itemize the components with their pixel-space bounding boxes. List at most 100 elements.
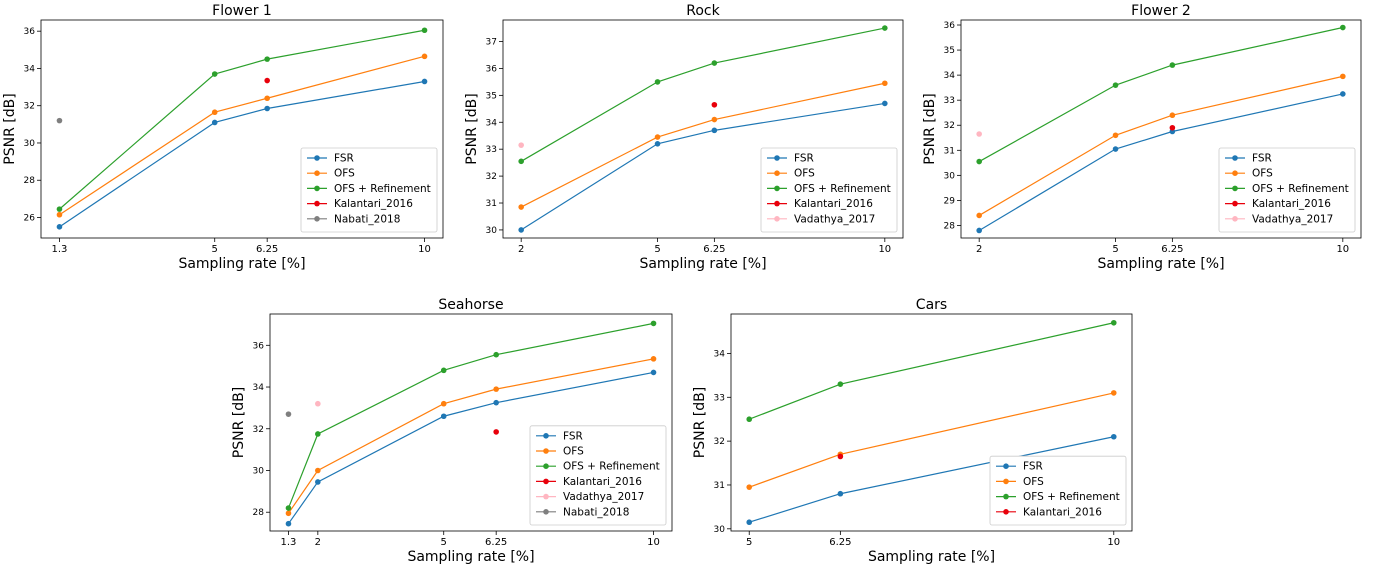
data-point [315,467,321,474]
legend: FSR OFS OFS + Refinement Kalantari_2016 Vada… [529,425,667,526]
x-tick-label: 2 [518,244,524,255]
data-point [1110,390,1117,396]
data-point [976,227,982,234]
y-axis-label: PSNR [dB] [231,387,247,458]
y-tick-label: 37 [486,38,497,48]
chart-panel-rock: Rock 2 5 6.25 10 30 31 32 33 34 35 36 37 Sampling rat… [464,3,904,272]
x-tick-label: 2 [976,244,982,255]
data-point [264,95,270,102]
data-point [1112,146,1119,152]
y-tick-label: 30 [24,139,36,149]
legend-swatch-marker [1232,155,1238,161]
legend-swatch-marker [543,448,549,454]
data-point [493,399,499,406]
series-line [59,55,425,216]
data-point [421,78,428,85]
data-point [1169,62,1176,68]
legend-swatch-marker [774,170,780,176]
x-axis-label: Sampling rate [%] [868,549,995,565]
x-tick-label: 10 [878,244,891,255]
y-axis-label: PSNR [dB] [922,93,938,164]
y-tick-label: 36 [253,341,265,351]
data-point [211,119,218,126]
series-vadathya-2017 [976,131,982,137]
data-point [1340,91,1346,97]
legend-label: OFS + Refinement [1252,183,1349,195]
data-point [1110,319,1117,326]
y-tick-label: 26 [24,214,36,224]
data-point [315,479,321,485]
x-axis-label: Sampling rate [%] [639,256,766,272]
legend-label: Kalantari_2016 [1252,198,1331,210]
data-point [746,484,753,490]
series-nabati-2018 [285,411,292,417]
x-tick-label: 5 [441,537,447,548]
y-axis-label: PSNR [dB] [464,93,480,164]
legend-swatch-marker [1003,509,1009,515]
data-point [518,158,524,165]
data-point [1169,112,1176,119]
series-ofs-refinement [285,320,657,511]
y-tick-label: 32 [486,172,497,182]
legend-swatch-marker [314,200,320,207]
series-vadathya-2017 [518,142,524,148]
legend-item-kalantari-2016: Kalantari_2016 [767,198,873,210]
legend-box [989,455,1127,526]
y-tick-label: 33 [486,145,497,155]
series-kalantari-2016 [837,453,844,460]
legend-box [1218,147,1356,233]
y-tick-label: 36 [944,21,956,31]
data-point [56,224,63,230]
y-tick-label: 34 [944,71,956,81]
legend-swatch-marker [314,216,320,222]
legend-label: Vadathya_2017 [1252,213,1333,225]
data-point [421,53,428,60]
chart-title: Cars [916,297,947,313]
legend-box [300,147,438,233]
legend-item-ofs-refinement: OFS + Refinement [1225,183,1349,195]
data-point [650,320,657,327]
data-point [518,227,524,233]
legend-swatch-marker [1232,216,1238,222]
series-line [978,93,1343,231]
data-point [56,211,63,218]
data-point [264,77,270,84]
y-tick-label: 31 [714,481,725,491]
legend-item-vadathya-2017: Vadathya_2017 [536,491,644,503]
y-tick-label: 28 [944,221,956,231]
y-axis-label: PSNR [dB] [692,387,708,458]
data-point [285,505,292,511]
y-tick-label: 35 [486,91,497,101]
series-kalantari-2016 [493,429,499,435]
legend-swatch-marker [314,155,320,161]
data-point [211,109,218,116]
data-point [882,25,888,31]
legend-swatch-marker [774,155,780,161]
series-line [520,27,885,162]
data-point [711,101,718,108]
legend-item-fsr: FSR [307,153,354,165]
legend-swatch-marker [1003,493,1009,500]
legend-label: OFS [334,168,355,180]
x-tick-label: 10 [418,244,431,255]
legend-label: Nabati_2018 [334,213,400,225]
x-axis-label: Sampling rate [%] [178,256,305,272]
y-tick-label: 32 [253,425,264,435]
data-point [650,369,657,376]
legend-item-kalantari-2016: Kalantari_2016 [307,198,413,210]
x-tick-label: 5 [654,244,660,255]
y-tick-label: 32 [944,121,955,131]
data-point [746,416,753,423]
x-tick-label: 1.3 [52,244,68,255]
data-point [976,212,982,219]
legend-box [760,147,898,233]
legend-item-fsr: FSR [996,461,1043,473]
legend-label: Vadathya_2017 [563,491,644,503]
series-ofs-refinement [518,25,888,165]
chart-title: Seahorse [438,297,503,313]
chart-panel-cars: Cars 5 6.25 10 30 31 32 33 34 Sampling rate [%] PS… [692,297,1133,565]
legend-item-kalantari-2016: Kalantari_2016 [536,476,642,488]
y-tick-label: 35 [944,46,955,56]
x-tick-label: 10 [1336,244,1349,255]
legend-swatch-marker [1003,478,1009,485]
